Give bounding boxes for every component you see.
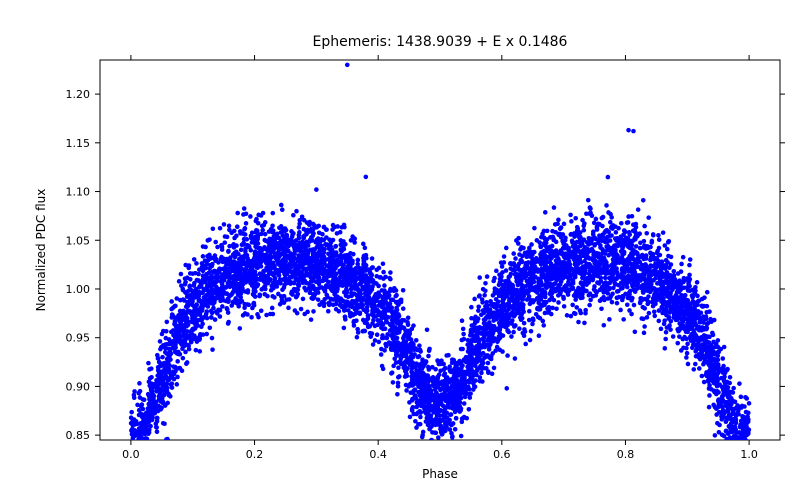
x-tick-label: 0.8 [617, 448, 635, 461]
chart-title: Ephemeris: 1438.9039 + E x 0.1486 [313, 34, 568, 50]
phase-flux-scatter: Ephemeris: 1438.9039 + E x 0.1486 0.0 0.2 0… [0, 0, 800, 500]
x-tick-label: 0.0 [122, 448, 140, 461]
y-tick-label: 0.85 [66, 429, 91, 442]
chart-container: Ephemeris: 1438.9039 + E x 0.1486 0.0 0.2 0… [0, 0, 800, 500]
y-tick-label: 1.20 [66, 88, 91, 101]
x-tick-label: 0.6 [493, 448, 511, 461]
y-tick-label: 1.05 [66, 234, 91, 247]
x-tick-label: 1.0 [740, 448, 758, 461]
y-tick-label: 1.15 [66, 137, 91, 150]
y-tick-label: 0.90 [66, 380, 91, 393]
y-tick-label: 1.00 [66, 283, 91, 296]
x-axis-label: Phase [422, 467, 458, 481]
y-tick-label: 1.10 [66, 186, 91, 199]
y-tick-label: 0.95 [66, 332, 91, 345]
y-axis-label: Normalized PDC flux [34, 189, 48, 312]
x-tick-label: 0.4 [369, 448, 387, 461]
x-tick-label: 0.2 [246, 448, 264, 461]
